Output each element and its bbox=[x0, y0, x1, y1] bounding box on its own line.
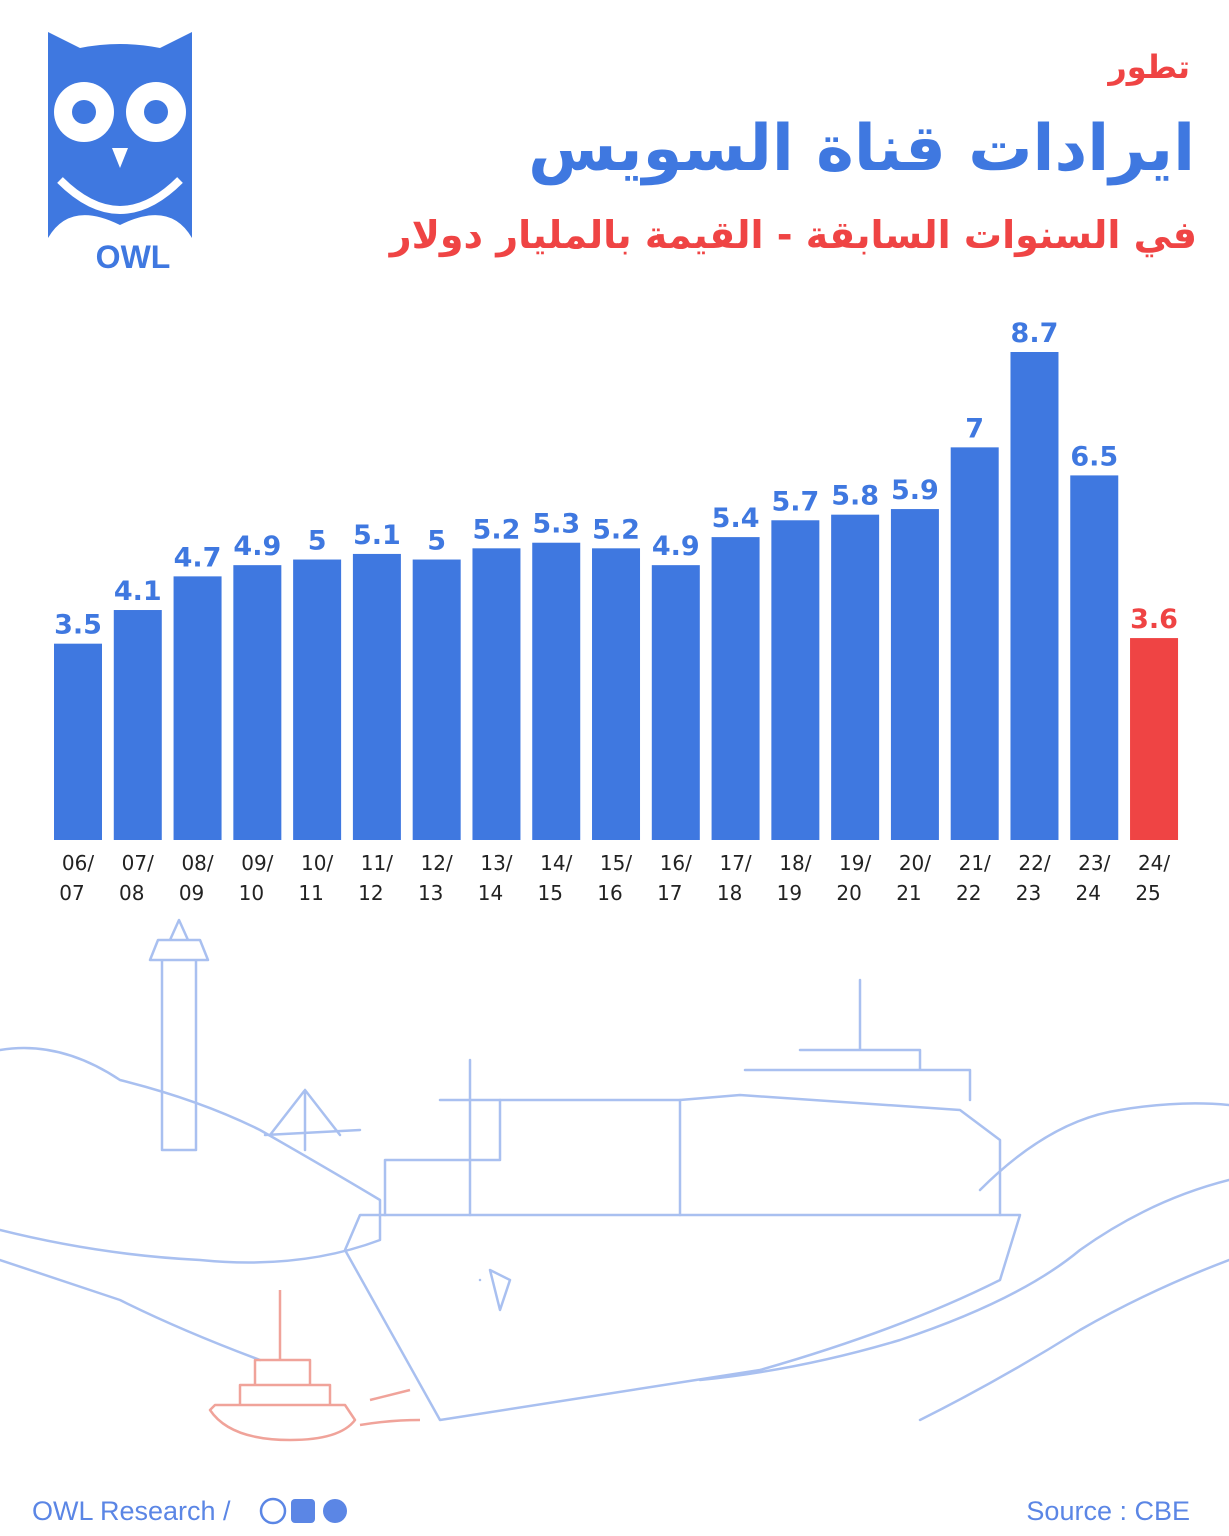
value-label: 4.1 bbox=[114, 576, 162, 607]
x-tick-label: 24/ bbox=[1138, 851, 1170, 875]
bar bbox=[54, 643, 102, 840]
chart-title: ايرادات قناة السويس bbox=[528, 112, 1195, 186]
bar bbox=[890, 509, 939, 840]
bar bbox=[592, 548, 641, 840]
chart-subtitle: في السنوات السابقة - القيمة بالمليار دول… bbox=[388, 213, 1197, 258]
x-tick-label: 08/ bbox=[181, 851, 213, 875]
value-label: 5.8 bbox=[831, 481, 879, 512]
bar bbox=[651, 565, 700, 840]
value-label: 5.2 bbox=[592, 514, 640, 545]
x-tick-label: 13/ bbox=[480, 851, 512, 875]
logo: OWL bbox=[48, 32, 192, 275]
x-tick-label: 11 bbox=[298, 881, 323, 905]
x-tick-label: 12/ bbox=[421, 851, 453, 875]
value-label: 4.9 bbox=[652, 531, 700, 562]
bar bbox=[113, 610, 162, 840]
x-tick-label: 07 bbox=[59, 881, 84, 905]
footer-right: Source : CBE bbox=[1026, 1496, 1190, 1526]
value-label: 3.6 bbox=[1130, 604, 1178, 635]
x-tick-label: 16/ bbox=[660, 851, 692, 875]
kicker: تطور bbox=[1106, 48, 1190, 86]
value-label: 6.5 bbox=[1070, 441, 1118, 472]
value-label: 5.1 bbox=[353, 520, 401, 551]
value-label: 5 bbox=[308, 526, 327, 557]
x-tick-label: 19 bbox=[777, 881, 802, 905]
bar bbox=[173, 576, 222, 840]
value-label: 3.5 bbox=[54, 610, 102, 641]
x-tick-label: 09/ bbox=[241, 851, 273, 875]
brand: OWL bbox=[96, 239, 171, 275]
tug-illustration bbox=[208, 1290, 421, 1442]
bar bbox=[233, 565, 282, 840]
x-tick-label: 25 bbox=[1135, 881, 1160, 905]
value-label: 7 bbox=[965, 413, 984, 444]
x-tick-label: 24 bbox=[1076, 881, 1101, 905]
value-label: 4.7 bbox=[174, 542, 222, 573]
x-tick-label: 06/ bbox=[62, 851, 94, 875]
bar bbox=[352, 553, 401, 840]
x-tick-label: 17 bbox=[657, 881, 682, 905]
bar bbox=[831, 514, 880, 840]
bar bbox=[532, 542, 581, 840]
x-tick-label: 23/ bbox=[1078, 851, 1110, 875]
x-tick-label: 12 bbox=[358, 881, 383, 905]
x-tick-label: 22/ bbox=[1018, 851, 1050, 875]
x-tick-label: 18/ bbox=[779, 851, 811, 875]
bar bbox=[950, 447, 999, 840]
x-tick-label: 21 bbox=[896, 881, 921, 905]
value-label: 5.4 bbox=[712, 503, 760, 534]
bar bbox=[711, 537, 760, 840]
x-tick-label: 14/ bbox=[540, 851, 572, 875]
value-label: 5.3 bbox=[532, 509, 580, 540]
x-tick-label: 16 bbox=[597, 881, 622, 905]
value-label: 5 bbox=[427, 526, 446, 557]
x-tick-label: 19/ bbox=[839, 851, 871, 875]
value-label: 5.2 bbox=[473, 514, 521, 545]
value-label: 4.9 bbox=[233, 531, 281, 562]
x-tick-label: 10 bbox=[239, 881, 264, 905]
x-tick-label: 20 bbox=[836, 881, 861, 905]
bar bbox=[293, 559, 342, 840]
bar bbox=[472, 548, 521, 840]
x-tick-label: 10/ bbox=[301, 851, 333, 875]
bars: 3.5 06/07 4.1 07/08 4.7 08/09 4.9 09/10 5 10/11 5.… bbox=[54, 318, 1179, 905]
x-tick-label: 20/ bbox=[899, 851, 931, 875]
bar bbox=[1130, 638, 1179, 840]
x-tick-label: 15 bbox=[538, 881, 563, 905]
x-tick-label: 11/ bbox=[361, 851, 393, 875]
bar bbox=[412, 559, 461, 840]
x-tick-label: 18 bbox=[717, 881, 742, 905]
x-tick-label: 07/ bbox=[122, 851, 154, 875]
bar bbox=[771, 520, 820, 840]
bar bbox=[1010, 352, 1059, 840]
x-tick-label: 22 bbox=[956, 881, 981, 905]
x-tick-label: 21/ bbox=[959, 851, 991, 875]
x-tick-label: 23 bbox=[1016, 881, 1041, 905]
value-label: 5.7 bbox=[771, 486, 819, 517]
value-label: 5.9 bbox=[891, 475, 939, 506]
x-tick-label: 08 bbox=[119, 881, 144, 905]
x-tick-label: 15/ bbox=[600, 851, 632, 875]
x-tick-label: 09 bbox=[179, 881, 204, 905]
social-icons bbox=[259, 1497, 347, 1525]
x-tick-label: 13 bbox=[418, 881, 443, 905]
x-tick-label: 14 bbox=[478, 881, 503, 905]
footer-left: OWL Research / bbox=[32, 1496, 231, 1526]
x-tick-label: 17/ bbox=[719, 851, 751, 875]
value-label: 8.7 bbox=[1011, 318, 1059, 349]
bar bbox=[1070, 475, 1119, 840]
illustration bbox=[0, 918, 1229, 1422]
